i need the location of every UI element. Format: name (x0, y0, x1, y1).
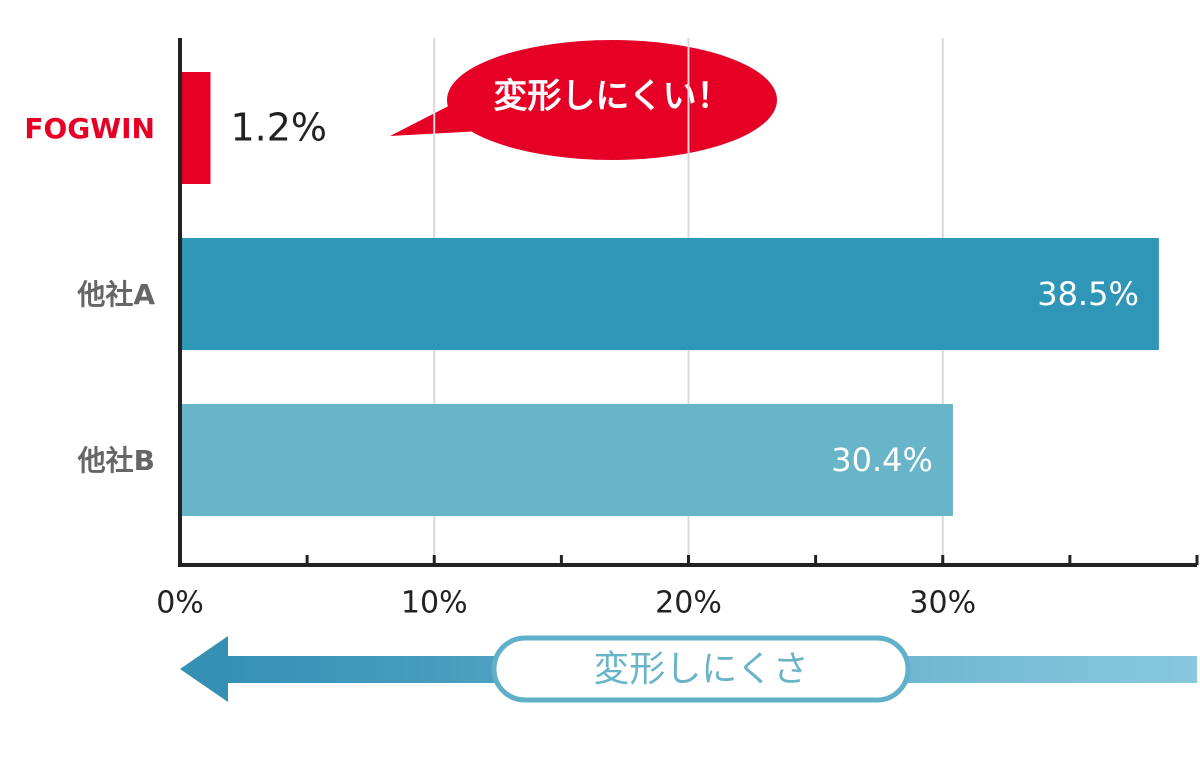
x-tick-label: 20% (655, 586, 722, 621)
arrow-label: 変形しにくさ (593, 649, 808, 690)
bar (180, 238, 1159, 350)
arrow-label-box (491, 635, 911, 703)
callout: 変形しにくい！ (390, 40, 777, 160)
x-tick-label: 10% (401, 586, 468, 621)
bottom-arrow: 変形しにくさ (180, 635, 1197, 703)
value-label: 30.4% (831, 441, 933, 479)
arrow-head (180, 636, 228, 702)
bar (180, 404, 953, 516)
category-label: 他社B (77, 444, 155, 477)
bar (180, 72, 211, 184)
x-tick-label: 0% (156, 586, 204, 621)
value-label: 1.2% (231, 106, 328, 150)
callout-bubble (447, 40, 777, 160)
callout-text: 変形しにくい！ (493, 77, 730, 117)
category-label: FOGWIN (24, 112, 155, 145)
category-label: 他社A (76, 278, 155, 311)
x-tick-label: 30% (909, 586, 976, 621)
value-label: 38.5% (1037, 275, 1139, 313)
